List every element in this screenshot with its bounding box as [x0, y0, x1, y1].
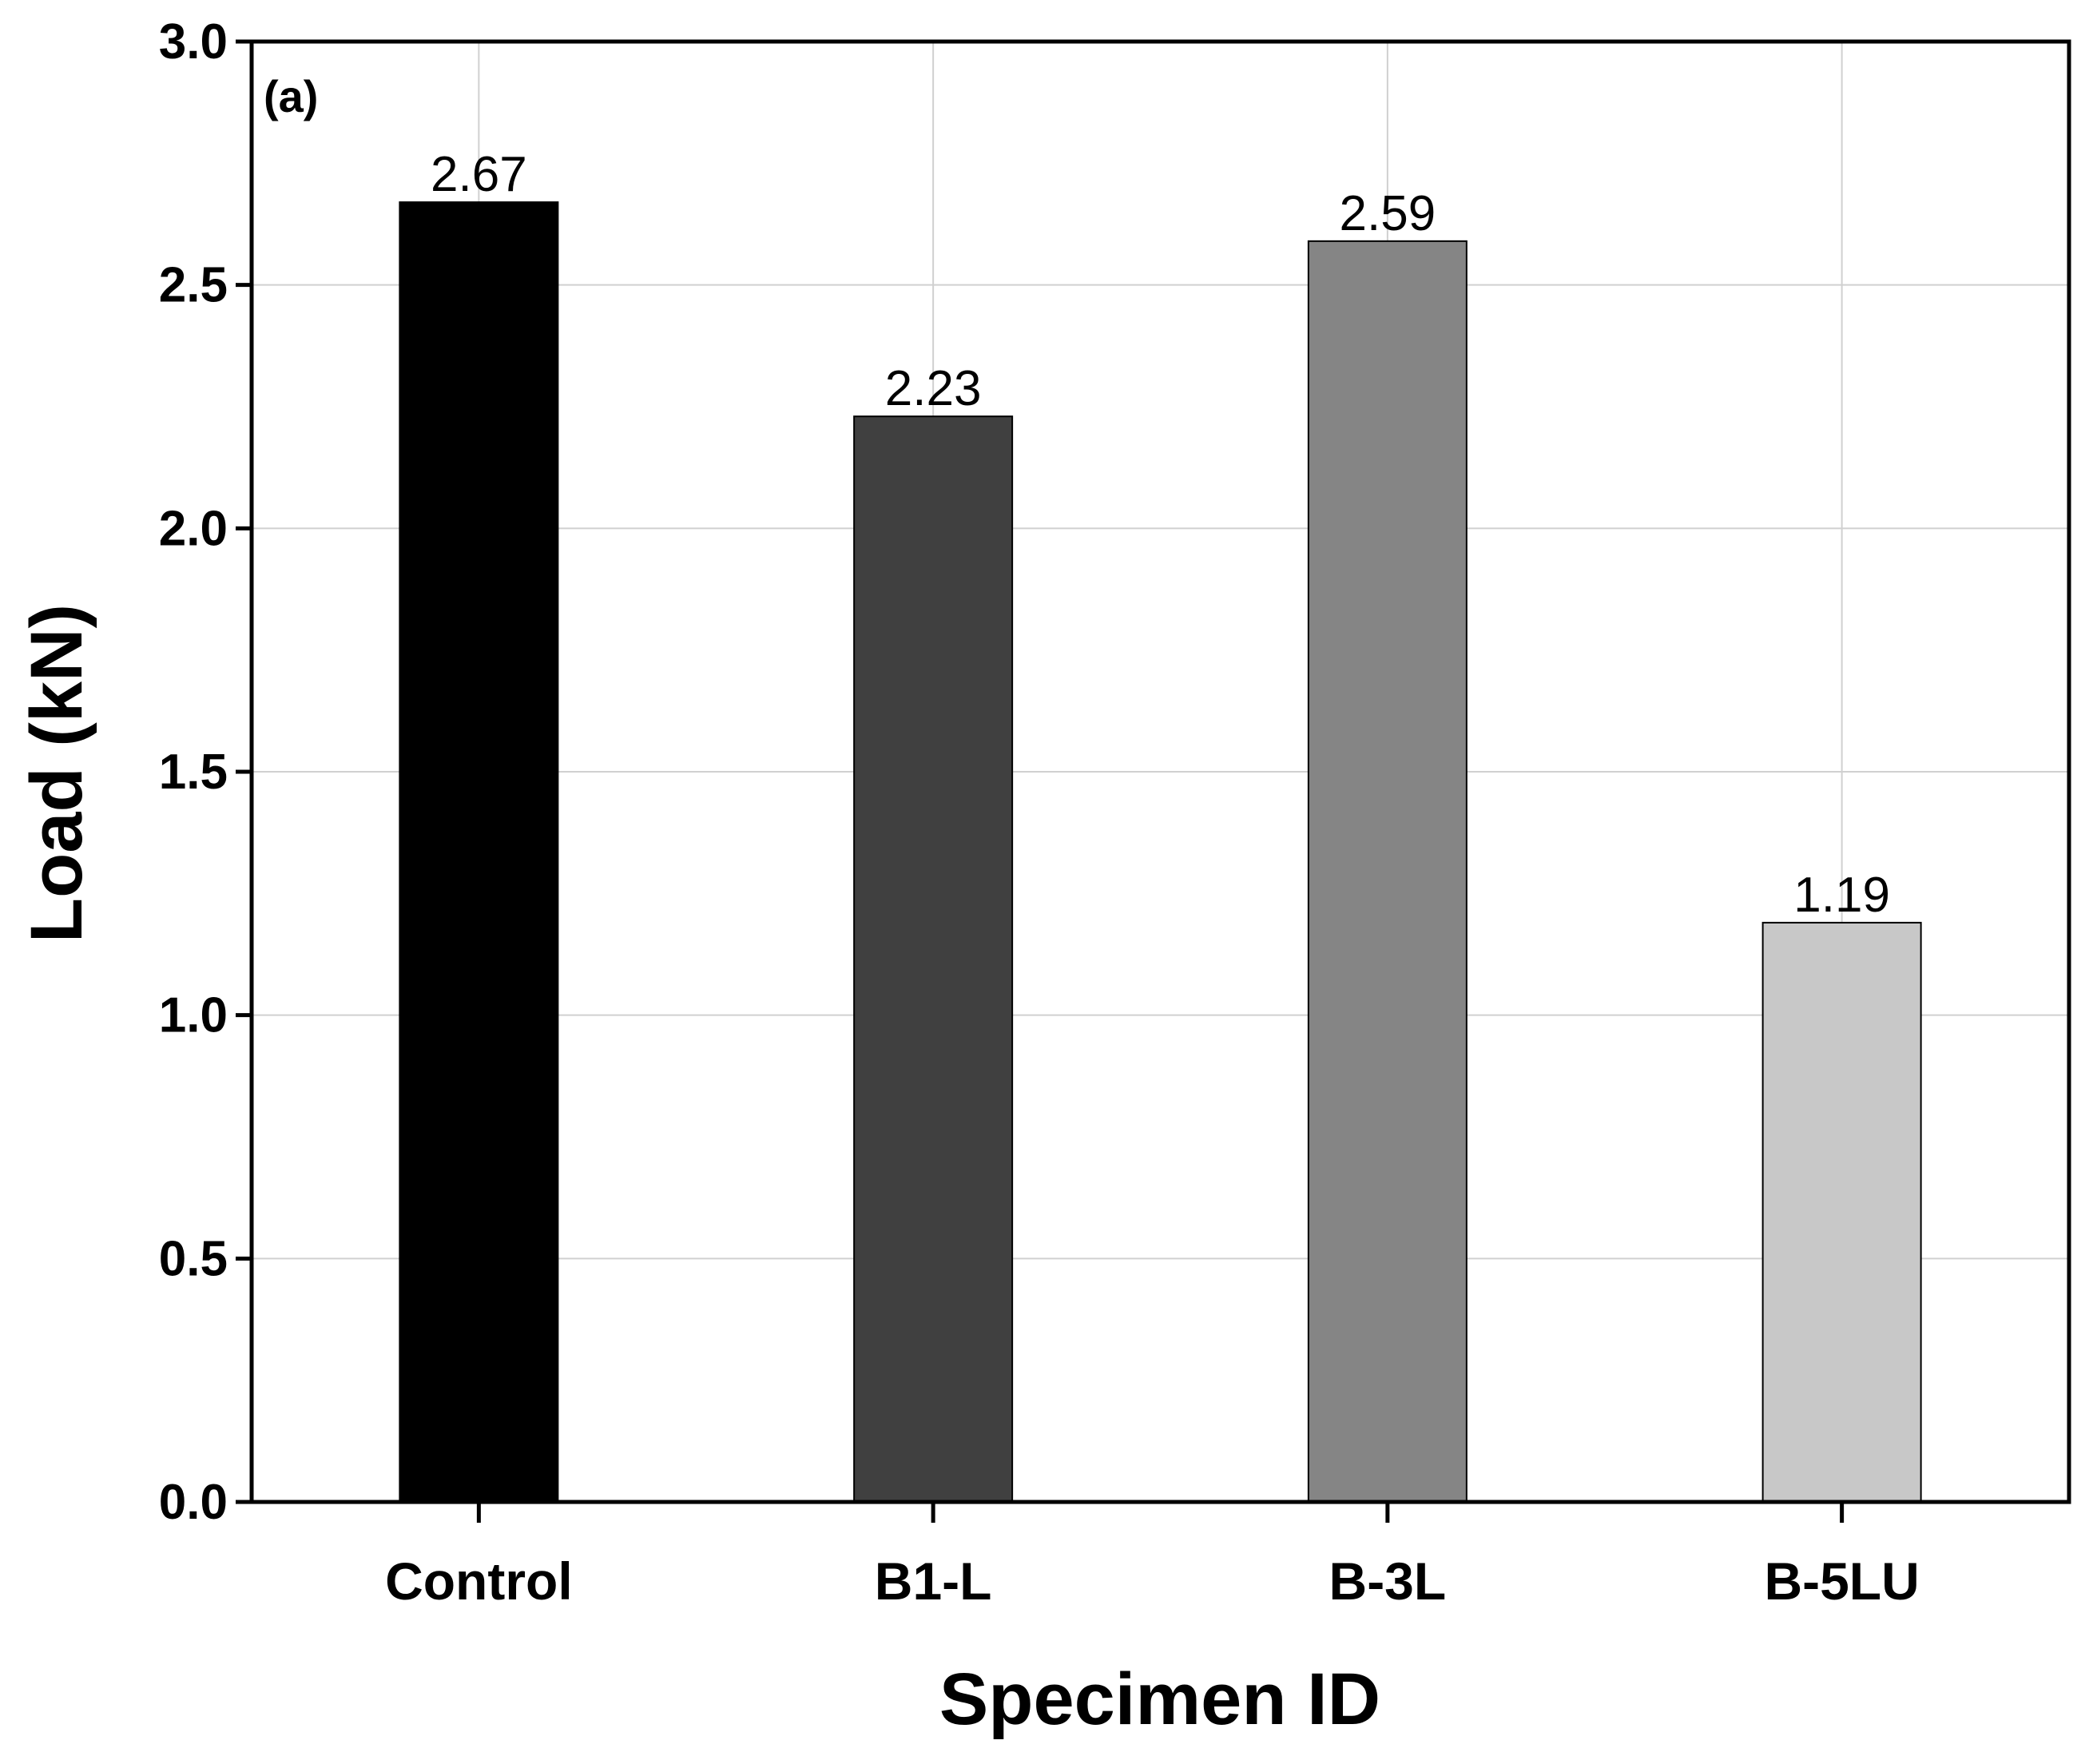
- value-labels: 2.67 2.23 2.59 1.19: [431, 147, 1890, 923]
- x-tick-label: B-5LU: [1764, 1551, 1919, 1611]
- x-tick-label: B1-L: [875, 1551, 992, 1611]
- bar-b1-l: [853, 415, 1014, 1503]
- value-label: 1.19: [1793, 868, 1890, 923]
- x-tick-label: B-3L: [1329, 1551, 1447, 1611]
- y-tick-label: 3.0: [159, 14, 228, 70]
- y-axis-title: Load (kN): [16, 604, 97, 943]
- y-tick-label: 0.5: [159, 1231, 228, 1286]
- value-label: 2.59: [1340, 186, 1436, 241]
- y-tick-label: 0.0: [159, 1475, 228, 1530]
- y-tick-label: 2.0: [159, 501, 228, 556]
- bars: [399, 201, 1922, 1504]
- x-tick-label: Control: [385, 1551, 573, 1611]
- y-tick-label: 2.5: [159, 258, 228, 313]
- ticks: 0.0 0.5 1.0 1.5 2.0 2.5 3.0 Control B1-L B-3L B-5L…: [159, 14, 1920, 1611]
- y-tick-label: 1.0: [159, 988, 228, 1043]
- bar-b-5lu: [1761, 921, 1922, 1503]
- value-label: 2.23: [885, 361, 982, 416]
- panel-label: (a): [264, 71, 318, 121]
- value-label: 2.67: [431, 147, 527, 202]
- bar-control: [399, 201, 559, 1504]
- x-axis-title: Specimen ID: [939, 1659, 1380, 1740]
- bar-b-3l: [1307, 240, 1468, 1503]
- y-tick-label: 1.5: [159, 745, 228, 800]
